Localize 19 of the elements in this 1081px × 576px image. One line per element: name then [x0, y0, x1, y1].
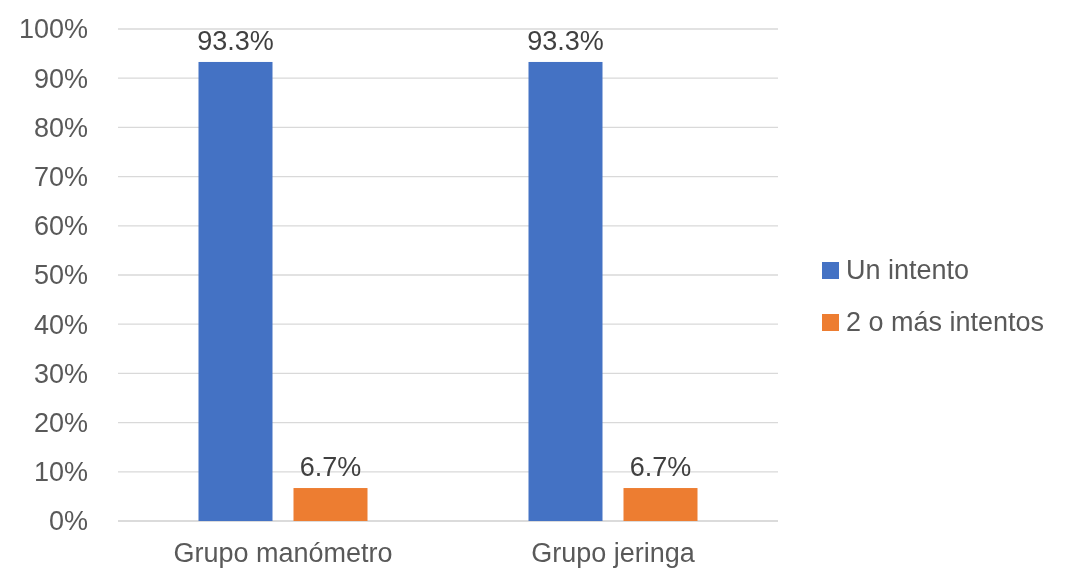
y-tick-label: 10% [33, 457, 88, 488]
y-tick-label: 0% [48, 506, 88, 537]
y-tick-label: 60% [33, 211, 88, 242]
data-label: 6.7% [299, 452, 362, 483]
y-tick-label: 30% [33, 358, 88, 389]
data-label: 6.7% [629, 452, 692, 483]
data-label: 93.3% [527, 25, 604, 56]
legend-label: Un intento [846, 255, 970, 286]
y-tick-label: 90% [33, 63, 88, 94]
y-tick-label: 40% [33, 309, 88, 340]
y-tick-label: 20% [33, 408, 88, 439]
legend-label: 2 o más intentos [846, 307, 1045, 338]
y-tick-label: 80% [33, 112, 88, 143]
y-tick-label: 50% [33, 260, 88, 291]
x-tick-label: Grupo manómetro [173, 538, 393, 568]
y-tick-label: 100% [18, 14, 88, 45]
data-label: 93.3% [197, 25, 274, 56]
x-tick-label: Grupo jeringa [531, 538, 696, 568]
y-tick-label: 70% [33, 162, 88, 193]
